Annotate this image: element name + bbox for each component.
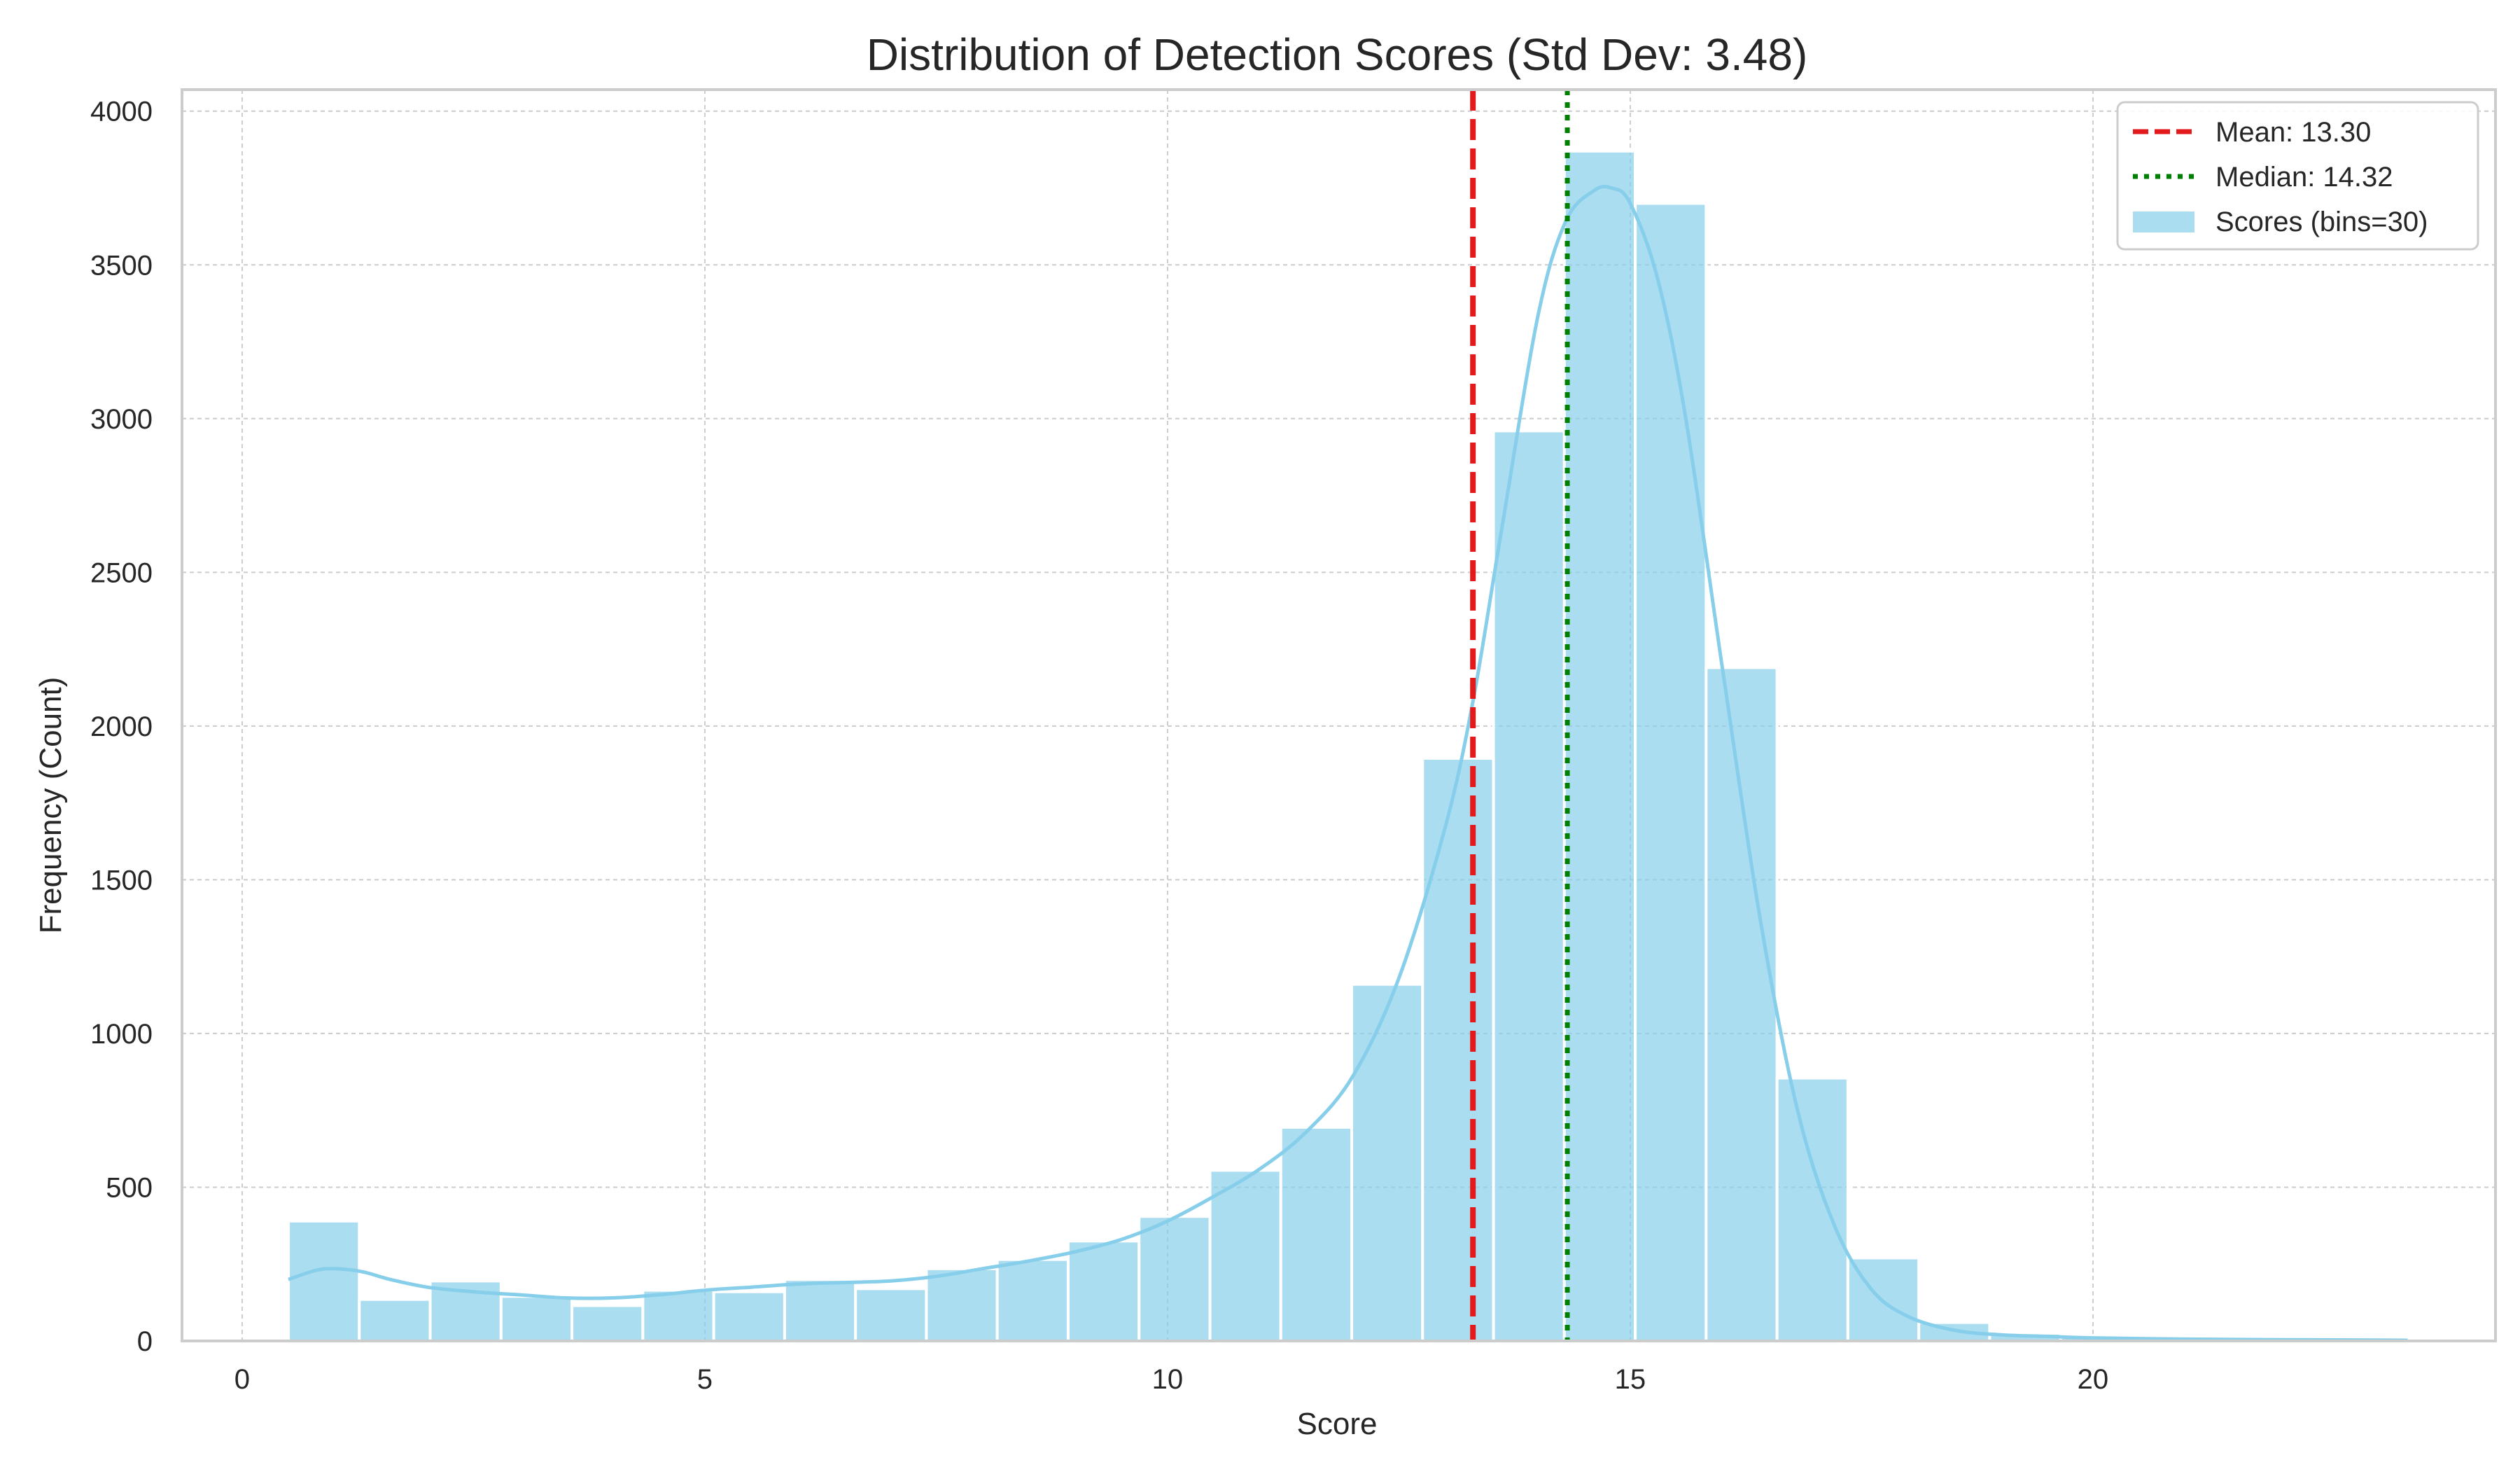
- y-axis-label: Frequency (Count): [34, 677, 68, 934]
- y-tick-label: 3000: [90, 404, 153, 435]
- histogram-bar: [1066, 1239, 1141, 1343]
- histogram-bars: [287, 149, 2416, 1343]
- legend-box: [2116, 101, 2479, 251]
- legend-swatch: [2133, 211, 2194, 232]
- histogram-bar: [1562, 149, 1637, 1343]
- histogram-bar: [1704, 666, 1779, 1342]
- grid: [182, 90, 2496, 1342]
- kde-layer: [288, 184, 2408, 1342]
- legend: Mean: 13.30 Median: 14.32 Scores (bins=30): [2116, 101, 2479, 251]
- histogram-bar: [925, 1267, 999, 1343]
- plot-frame: [181, 88, 2497, 1342]
- histogram-bar: [641, 1288, 715, 1343]
- histogram-bar: [995, 1258, 1070, 1343]
- histogram-bar: [1279, 1125, 1354, 1342]
- histogram-bar: [1138, 1215, 1212, 1342]
- x-axis-ticks: 0 5 10 15 20: [234, 1364, 2108, 1395]
- histogram-bar: [854, 1287, 928, 1343]
- y-tick-label: 2000: [90, 711, 153, 742]
- y-tick-label: 2500: [90, 557, 153, 588]
- y-tick-label: 0: [137, 1326, 153, 1357]
- x-tick-label: 10: [1152, 1364, 1184, 1395]
- histogram-bar: [358, 1298, 432, 1343]
- x-tick-label: 5: [697, 1364, 713, 1395]
- legend-label: Mean: 13.30: [2216, 117, 2371, 148]
- x-tick-label: 20: [2078, 1364, 2109, 1395]
- histogram-bar: [570, 1304, 645, 1342]
- x-tick-label: 0: [234, 1364, 250, 1395]
- reference-lines: [1470, 90, 1570, 1341]
- x-tick-label: 15: [1615, 1364, 1646, 1395]
- y-tick-label: 500: [106, 1172, 153, 1203]
- histogram-bar: [1350, 982, 1424, 1343]
- legend-label: Scores (bins=30): [2216, 207, 2428, 237]
- x-axis-label: Score: [1297, 1407, 1378, 1441]
- y-axis-ticks: 0 500 1000 1500 2000 2500 3000 3500 4000: [90, 97, 153, 1357]
- histogram-bar: [1775, 1076, 1849, 1342]
- histogram-bar: [783, 1278, 858, 1343]
- y-tick-label: 1500: [90, 865, 153, 896]
- y-tick-label: 3500: [90, 250, 153, 281]
- histogram-bar: [1492, 429, 1566, 1342]
- histogram-bar: [1634, 202, 1708, 1342]
- y-tick-label: 1000: [90, 1019, 153, 1050]
- chart-title: Distribution of Detection Scores (Std De…: [867, 29, 1808, 80]
- histogram-bar: [499, 1295, 574, 1342]
- y-tick-label: 4000: [90, 97, 153, 127]
- legend-label: Median: 14.32: [2216, 162, 2393, 193]
- histogram-bar: [287, 1219, 361, 1343]
- histogram-bar: [1421, 756, 1495, 1342]
- histogram-bar: [1208, 1169, 1282, 1343]
- histogram-bar: [712, 1290, 786, 1343]
- kde-curve: [288, 184, 2408, 1342]
